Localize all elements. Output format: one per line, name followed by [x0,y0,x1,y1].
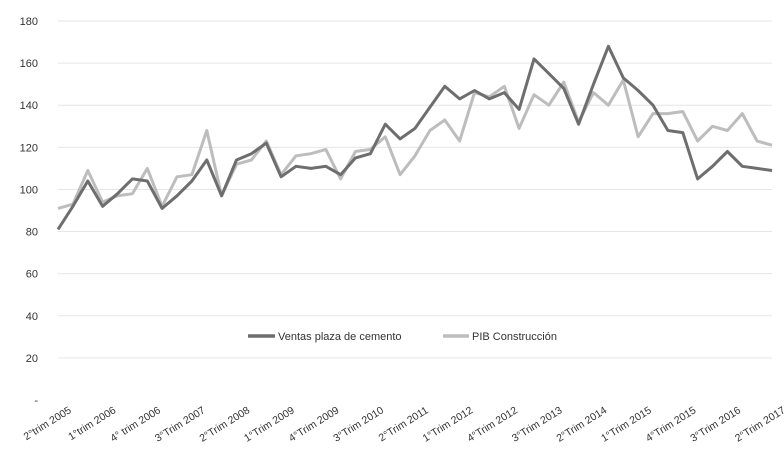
y-tick-label: 140 [20,100,38,112]
legend-label-ventas: Ventas plaza de cemento [278,331,402,343]
y-tick-label: 40 [26,311,38,323]
y-tick-label: 160 [20,58,38,70]
legend-label-pib: PIB Construcción [472,331,557,343]
y-tick-label: 80 [26,227,38,239]
y-tick-label: 20 [26,353,38,365]
legend: Ventas plaza de cemento PIB Construcción [248,331,557,343]
y-tick-label: 60 [26,269,38,281]
y-tick-label: 100 [20,184,38,196]
y-tick-label: 180 [20,16,38,28]
series-lines [56,44,773,231]
grid-lines [58,20,772,359]
y-tick-label: 120 [20,142,38,154]
x-tick-label: 3°Trim 2010 [331,404,386,444]
y-axis-ticks: - 20 40 60 80 100 120 140 160 180 [20,16,39,407]
x-tick-label: 2°Trim 2017 [733,404,784,444]
series-line-pib [57,78,773,210]
series-line-ventas [56,44,773,231]
y-tick-label: - [34,395,38,407]
x-tick-label: 2°trim 2005 [22,404,74,443]
